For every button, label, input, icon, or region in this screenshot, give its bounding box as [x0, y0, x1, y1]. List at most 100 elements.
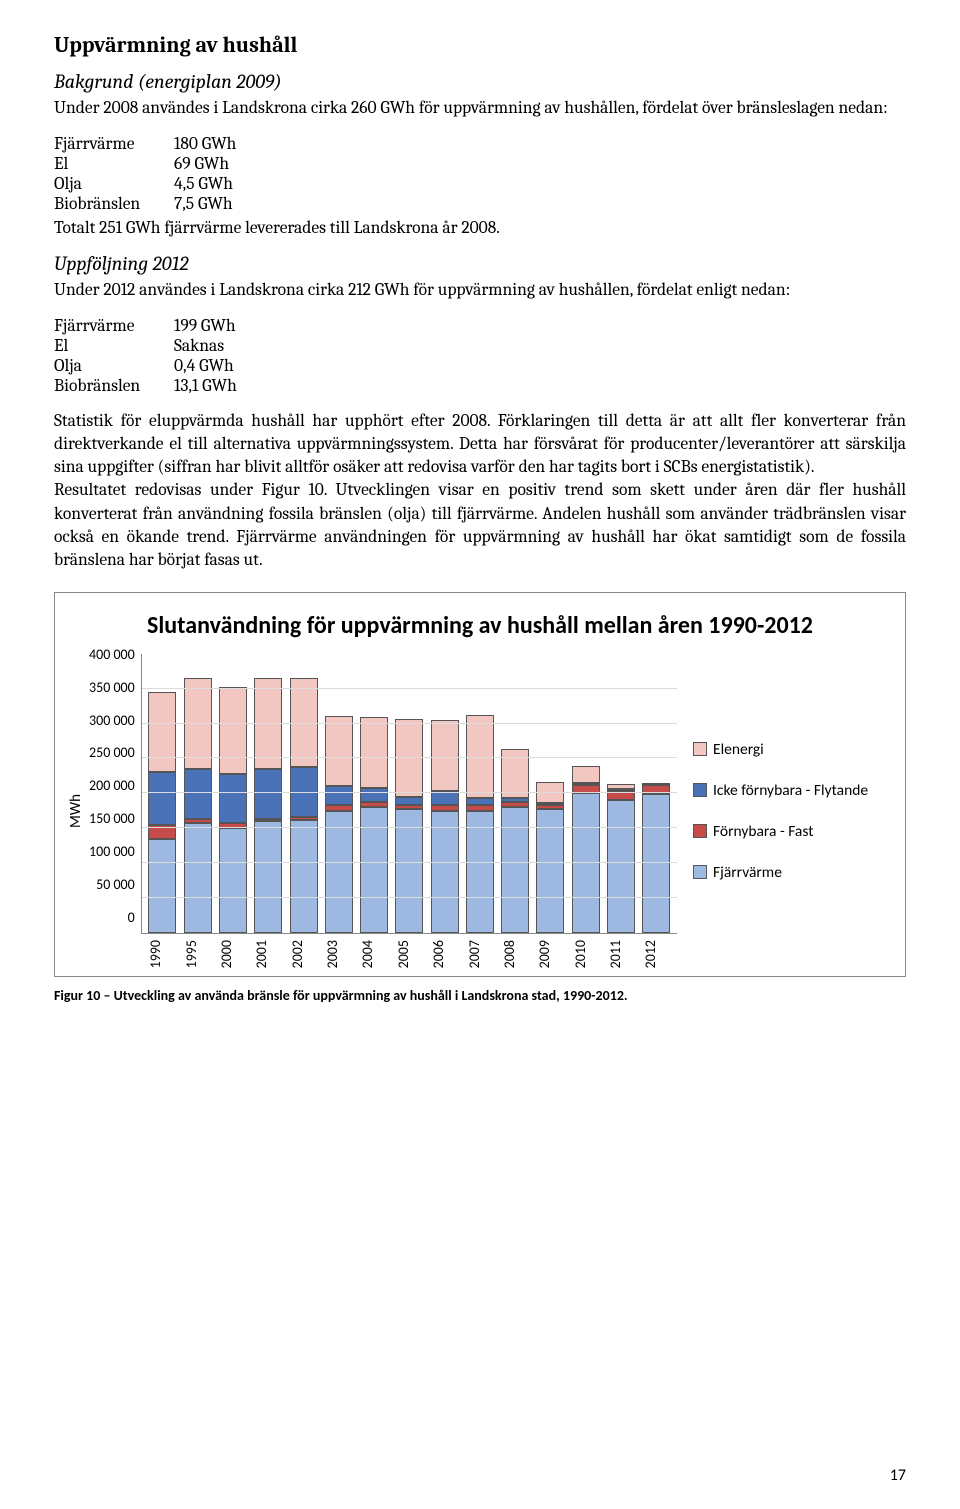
kv-key: El	[54, 336, 174, 356]
kv-key: Fjärrvärme	[54, 134, 174, 154]
kv-value: 4,5 GWh	[174, 174, 233, 194]
x-tick-label: 2000	[218, 940, 246, 968]
legend-item: Elenergi	[693, 740, 897, 759]
kv-row: Fjärrvärme199 GWh	[54, 316, 906, 336]
x-tick-label: 2009	[536, 940, 564, 968]
bar-segment	[572, 793, 600, 933]
bar-segment	[219, 828, 247, 933]
grid-line	[142, 897, 677, 898]
x-tick-label: 2006	[430, 940, 458, 968]
x-tick-label: 2007	[466, 940, 494, 968]
kv-value: 69 GWh	[174, 154, 229, 174]
grid-line	[142, 757, 677, 758]
chart-title: Slutanvändning för uppvärmning av hushål…	[63, 611, 897, 640]
bar-column	[325, 654, 353, 933]
page-number: 17	[890, 1466, 906, 1485]
bar-segment	[466, 811, 494, 933]
legend-swatch	[693, 742, 707, 756]
chart-plot-area	[141, 654, 677, 934]
x-tick-label: 1995	[183, 940, 211, 968]
bar-segment	[325, 716, 353, 786]
bar-segment	[219, 774, 247, 823]
bar-column	[219, 654, 247, 933]
section2-intro: Under 2012 användes i Landskrona cirka 2…	[54, 279, 906, 302]
kv-row: Olja0,4 GWh	[54, 356, 906, 376]
legend-label: Förnybara - Fast	[713, 822, 813, 841]
section2-table: Fjärrvärme199 GWhElSaknasOlja0,4 GWhBiob…	[54, 316, 906, 396]
kv-value: 7,5 GWh	[174, 194, 233, 214]
bar-segment	[254, 769, 282, 819]
bar-segment	[325, 811, 353, 933]
x-tick-label: 2005	[395, 940, 423, 968]
grid-line	[142, 723, 677, 724]
bar-segment	[431, 720, 459, 791]
x-tick-label: 2012	[642, 940, 670, 968]
bar-segment	[501, 807, 529, 933]
y-axis-label-wrap: MWh	[63, 654, 89, 968]
y-tick-label: 300 000	[89, 712, 135, 729]
grid-line	[142, 827, 677, 828]
bar-segment	[431, 791, 459, 805]
legend-item: Icke förnybara - Flytande	[693, 781, 897, 800]
y-tick-label: 150 000	[89, 810, 135, 827]
chart-container: Slutanvändning för uppvärmning av hushål…	[54, 592, 906, 977]
x-tick-label: 2002	[289, 940, 317, 968]
bar-column	[431, 654, 459, 933]
kv-key: Biobränslen	[54, 376, 174, 396]
y-tick-label: 0	[128, 909, 135, 926]
bar-column	[254, 654, 282, 933]
x-tick-label: 2003	[324, 940, 352, 968]
bar-column	[184, 654, 212, 933]
bar-column	[572, 654, 600, 933]
chart-bars-group	[142, 654, 677, 933]
kv-value: 13,1 GWh	[174, 376, 237, 396]
bar-segment	[254, 821, 282, 933]
section1-after: Totalt 251 GWh fjärrvärme levererades ti…	[54, 218, 906, 238]
bar-segment	[184, 769, 212, 819]
chart-legend: Elenergi Icke förnybara - Flytande Förnyba…	[677, 654, 897, 968]
y-axis-label: MWh	[67, 794, 85, 828]
y-tick-label: 100 000	[89, 843, 135, 860]
bar-column	[148, 654, 176, 933]
kv-key: El	[54, 154, 174, 174]
bar-segment	[184, 678, 212, 769]
body-para-2: Resultatet redovisas under Figur 10. Utv…	[54, 479, 906, 571]
y-tick-label: 50 000	[96, 876, 135, 893]
grid-line	[142, 688, 677, 689]
page-root: Uppvärmning av hushåll Bakgrund (energip…	[0, 0, 960, 1509]
legend-item: Förnybara - Fast	[693, 822, 897, 841]
kv-row: Biobränslen7,5 GWh	[54, 194, 906, 214]
bar-column	[501, 654, 529, 933]
bar-segment	[148, 772, 176, 824]
kv-value: 180 GWh	[174, 134, 236, 154]
bar-segment	[148, 692, 176, 772]
y-tick-label: 350 000	[89, 679, 135, 696]
legend-swatch	[693, 783, 707, 797]
kv-key: Olja	[54, 174, 174, 194]
kv-value: 199 GWh	[174, 316, 236, 336]
bar-segment	[325, 786, 353, 806]
bar-column	[290, 654, 318, 933]
x-tick-label: 1990	[147, 940, 175, 968]
legend-label: Fjärrvärme	[713, 863, 782, 882]
page-title: Uppvärmning av hushåll	[54, 32, 906, 58]
chart-caption: Figur 10 – Utveckling av använda bränsle…	[54, 987, 906, 1004]
bar-segment	[466, 798, 494, 805]
x-tick-label: 2011	[607, 940, 635, 968]
legend-label: Icke förnybara - Flytande	[713, 781, 868, 800]
bar-column	[466, 654, 494, 933]
bar-segment	[431, 811, 459, 933]
kv-row: ElSaknas	[54, 336, 906, 356]
bar-segment	[219, 687, 247, 774]
legend-item: Fjärrvärme	[693, 863, 897, 882]
kv-row: Olja4,5 GWh	[54, 174, 906, 194]
kv-value: 0,4 GWh	[174, 356, 234, 376]
bar-segment	[360, 807, 388, 933]
kv-key: Biobränslen	[54, 194, 174, 214]
section2-heading: Uppföljning 2012	[54, 252, 906, 275]
kv-row: El69 GWh	[54, 154, 906, 174]
bar-column	[360, 654, 388, 933]
y-tick-label: 200 000	[89, 777, 135, 794]
legend-swatch	[693, 824, 707, 838]
bar-segment	[572, 766, 600, 783]
